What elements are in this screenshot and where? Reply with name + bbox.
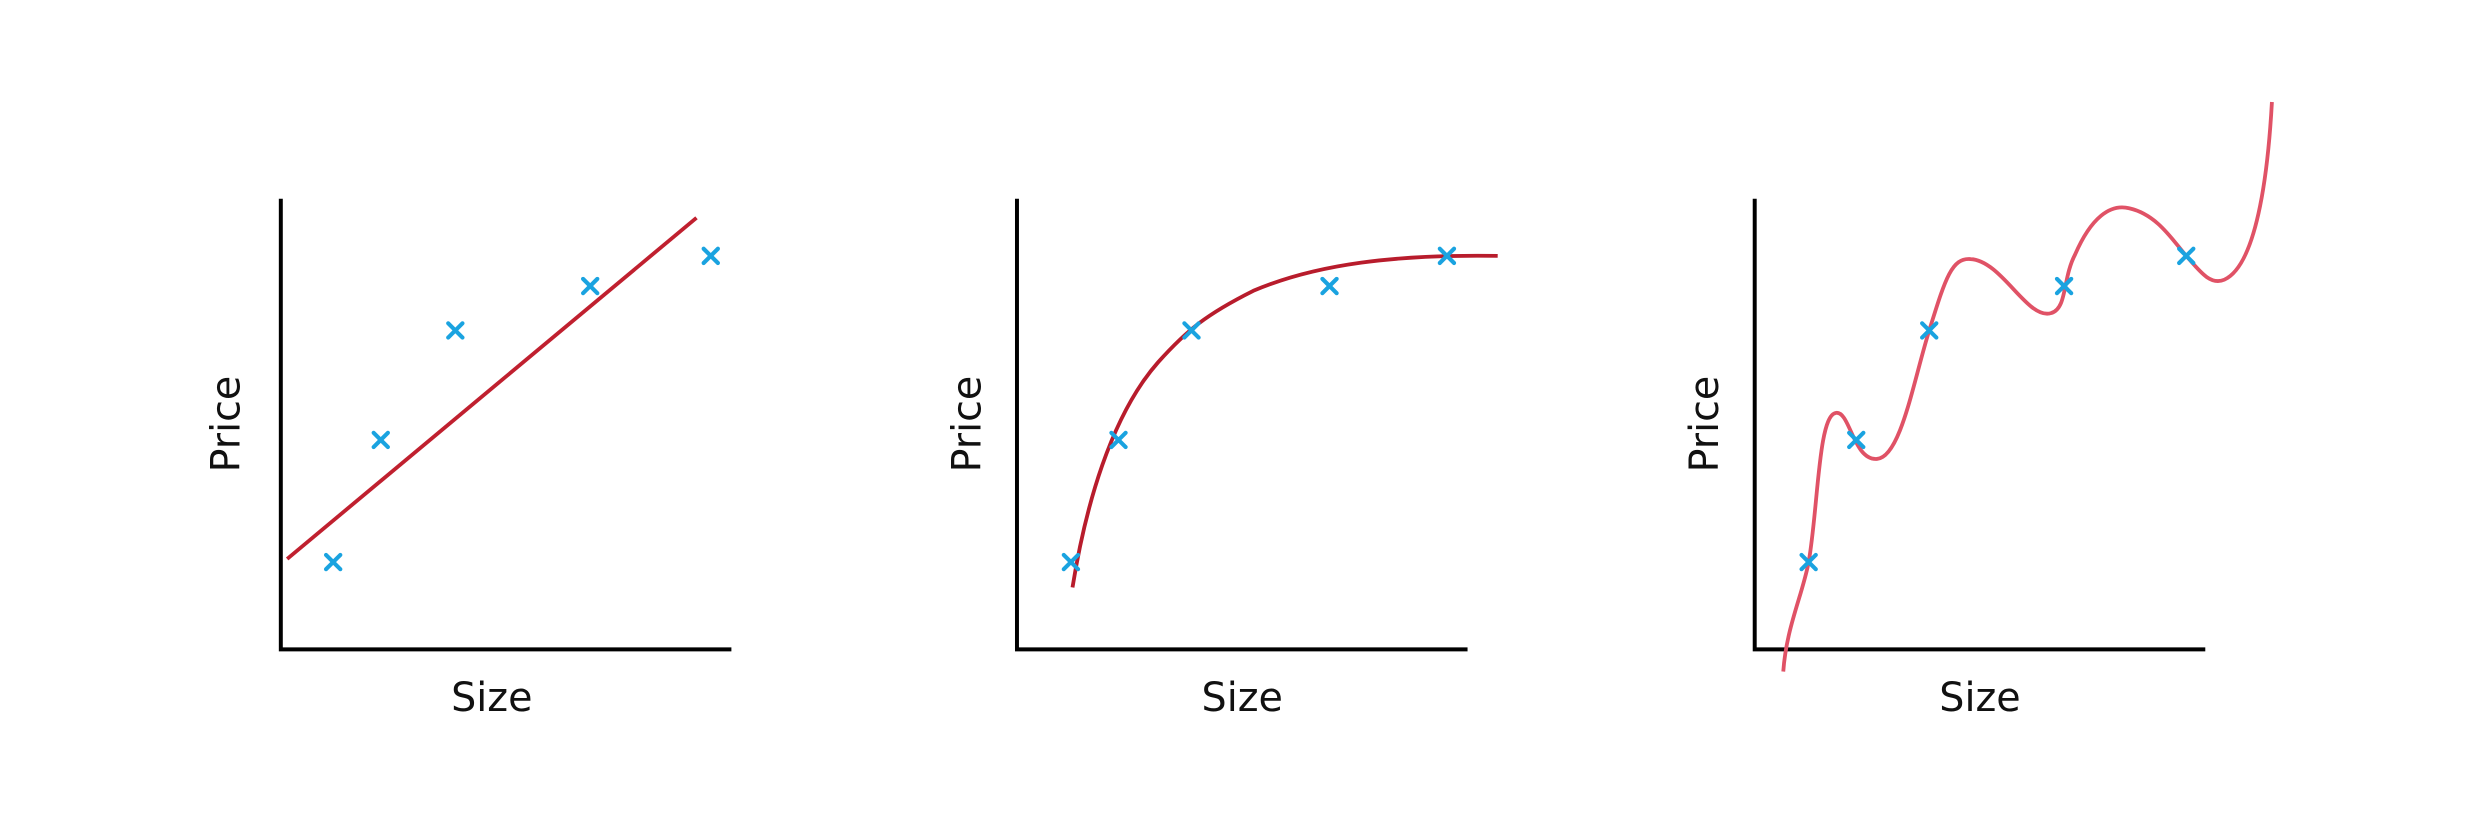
data-points xyxy=(1064,249,1454,569)
axes xyxy=(1014,198,1468,652)
data-points xyxy=(326,249,718,569)
panel-good-fit: Size Price xyxy=(944,198,1498,721)
x-axis-label: Size xyxy=(1939,675,2020,721)
data-points xyxy=(1802,249,2194,569)
axes xyxy=(278,198,732,652)
y-axis-label: Price xyxy=(944,376,990,473)
axes xyxy=(1752,198,2206,652)
panel-overfit: Size Price xyxy=(1682,101,2274,721)
fit-line xyxy=(285,216,698,561)
panel-underfit: Size Price xyxy=(204,198,732,721)
fit-curve xyxy=(1070,253,1498,588)
y-axis-label: Price xyxy=(204,376,250,473)
fit-curve xyxy=(1781,101,2274,672)
x-axis-label: Size xyxy=(1202,675,1283,721)
x-axis-label: Size xyxy=(451,675,532,721)
y-axis-label: Price xyxy=(1682,376,1728,473)
